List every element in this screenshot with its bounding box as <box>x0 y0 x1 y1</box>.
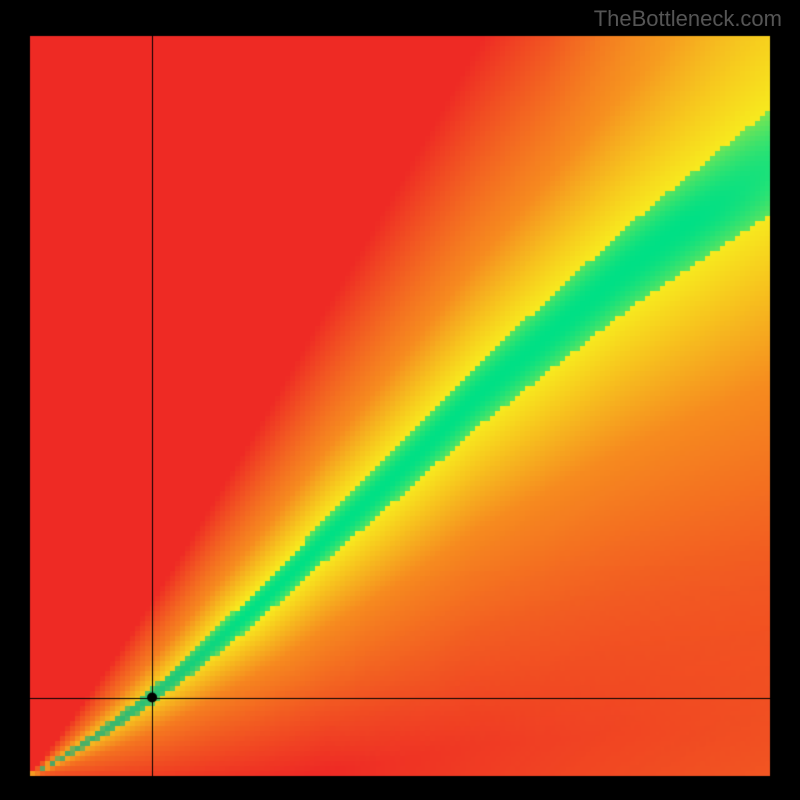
bottleneck-heatmap <box>0 0 800 800</box>
watermark-text: TheBottleneck.com <box>594 6 782 32</box>
chart-container: TheBottleneck.com <box>0 0 800 800</box>
